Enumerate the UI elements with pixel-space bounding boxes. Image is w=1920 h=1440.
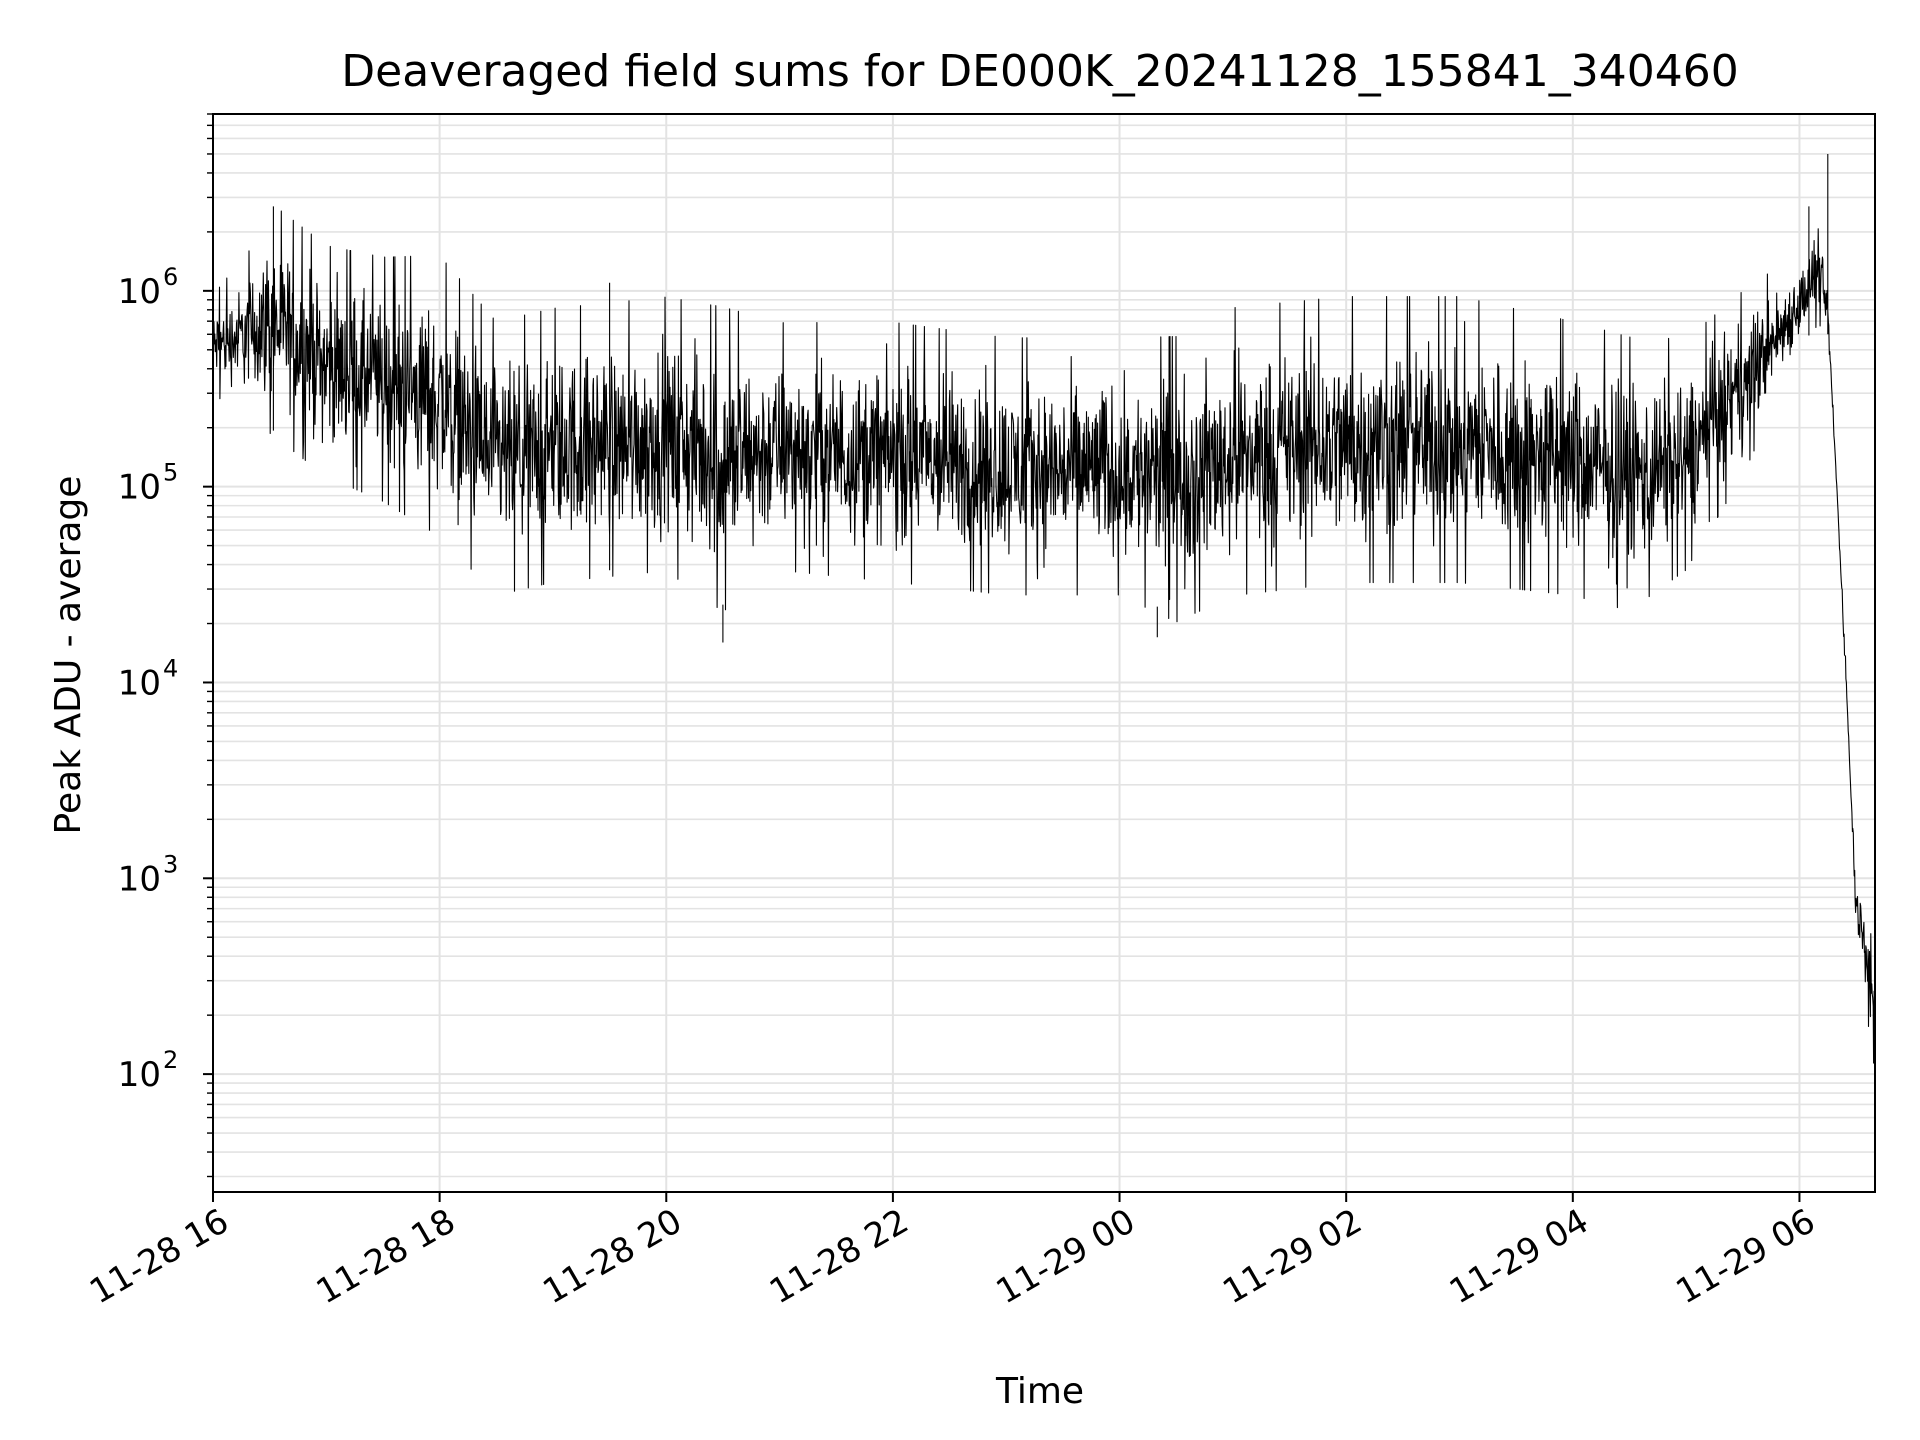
y-tick-label-exponent: 3 (163, 850, 178, 878)
y-tick-label: 10 (118, 272, 161, 312)
plot-frame (212, 113, 1876, 1193)
y-axis-label: Peak ADU - average (48, 476, 89, 835)
series-line-0 (213, 154, 1875, 1064)
y-tick-label: 10 (118, 468, 161, 508)
y-tick-label-exponent: 6 (163, 263, 178, 291)
x-axis-label: Time (995, 1371, 1084, 1412)
y-tick-label: 10 (118, 859, 161, 899)
series-group (213, 154, 1875, 1064)
y-tick-label-exponent: 4 (163, 654, 178, 682)
y-tick-label: 10 (118, 663, 161, 703)
chart-title: Deaveraged field sums for DE000K_2024112… (341, 46, 1738, 97)
y-tick-label-exponent: 2 (163, 1046, 178, 1074)
grid (212, 113, 1875, 1192)
y-tick-label-exponent: 5 (163, 459, 178, 487)
y-tick-label: 10 (118, 1055, 161, 1095)
